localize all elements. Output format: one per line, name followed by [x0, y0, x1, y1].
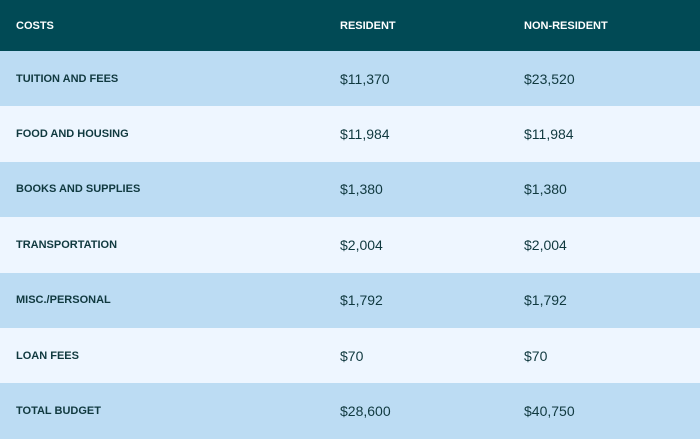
table-body: TUITION AND FEES $11,370 $23,520 FOOD AND H… — [0, 51, 700, 439]
table-row: LOAN FEES $70 $70 — [0, 327, 700, 384]
cost-cell: $28,600 — [324, 383, 508, 439]
header-cell: RESIDENT — [324, 0, 508, 51]
cost-cell: $70 — [324, 327, 508, 384]
table-row: BOOKS AND SUPPLIES $1,380 $1,380 — [0, 161, 700, 218]
table-row: FOOD AND HOUSING $11,984 $11,984 — [0, 106, 700, 162]
row-label: MISC./PERSONAL — [0, 272, 324, 328]
cost-cell: $1,792 — [324, 272, 508, 328]
cost-cell: $11,370 — [324, 51, 508, 107]
row-label: TRANSPORTATION — [0, 217, 324, 273]
row-label: TOTAL BUDGET — [0, 383, 324, 439]
cost-cell: $70 — [508, 327, 700, 384]
cost-cell: $2,004 — [508, 217, 700, 273]
table-row: TOTAL BUDGET $28,600 $40,750 — [0, 383, 700, 439]
header-cell: COSTS — [0, 0, 324, 51]
header-row: COSTS RESIDENT NON-RESIDENT — [0, 0, 700, 51]
table-row: TRANSPORTATION $2,004 $2,004 — [0, 217, 700, 273]
cost-cell: $1,792 — [508, 272, 700, 328]
row-label: TUITION AND FEES — [0, 51, 324, 107]
table-row: TUITION AND FEES $11,370 $23,520 — [0, 51, 700, 107]
cost-cell: $1,380 — [508, 161, 700, 218]
row-label: LOAN FEES — [0, 327, 324, 384]
row-label: FOOD AND HOUSING — [0, 106, 324, 162]
cost-cell: $1,380 — [324, 161, 508, 218]
cost-cell: $23,520 — [508, 51, 700, 107]
cost-cell: $2,004 — [324, 217, 508, 273]
row-label: BOOKS AND SUPPLIES — [0, 161, 324, 218]
header-cell: NON-RESIDENT — [508, 0, 700, 51]
cost-cell: $40,750 — [508, 383, 700, 439]
table-row: MISC./PERSONAL $1,792 $1,792 — [0, 272, 700, 328]
cost-cell: $11,984 — [508, 106, 700, 162]
cost-cell: $11,984 — [324, 106, 508, 162]
